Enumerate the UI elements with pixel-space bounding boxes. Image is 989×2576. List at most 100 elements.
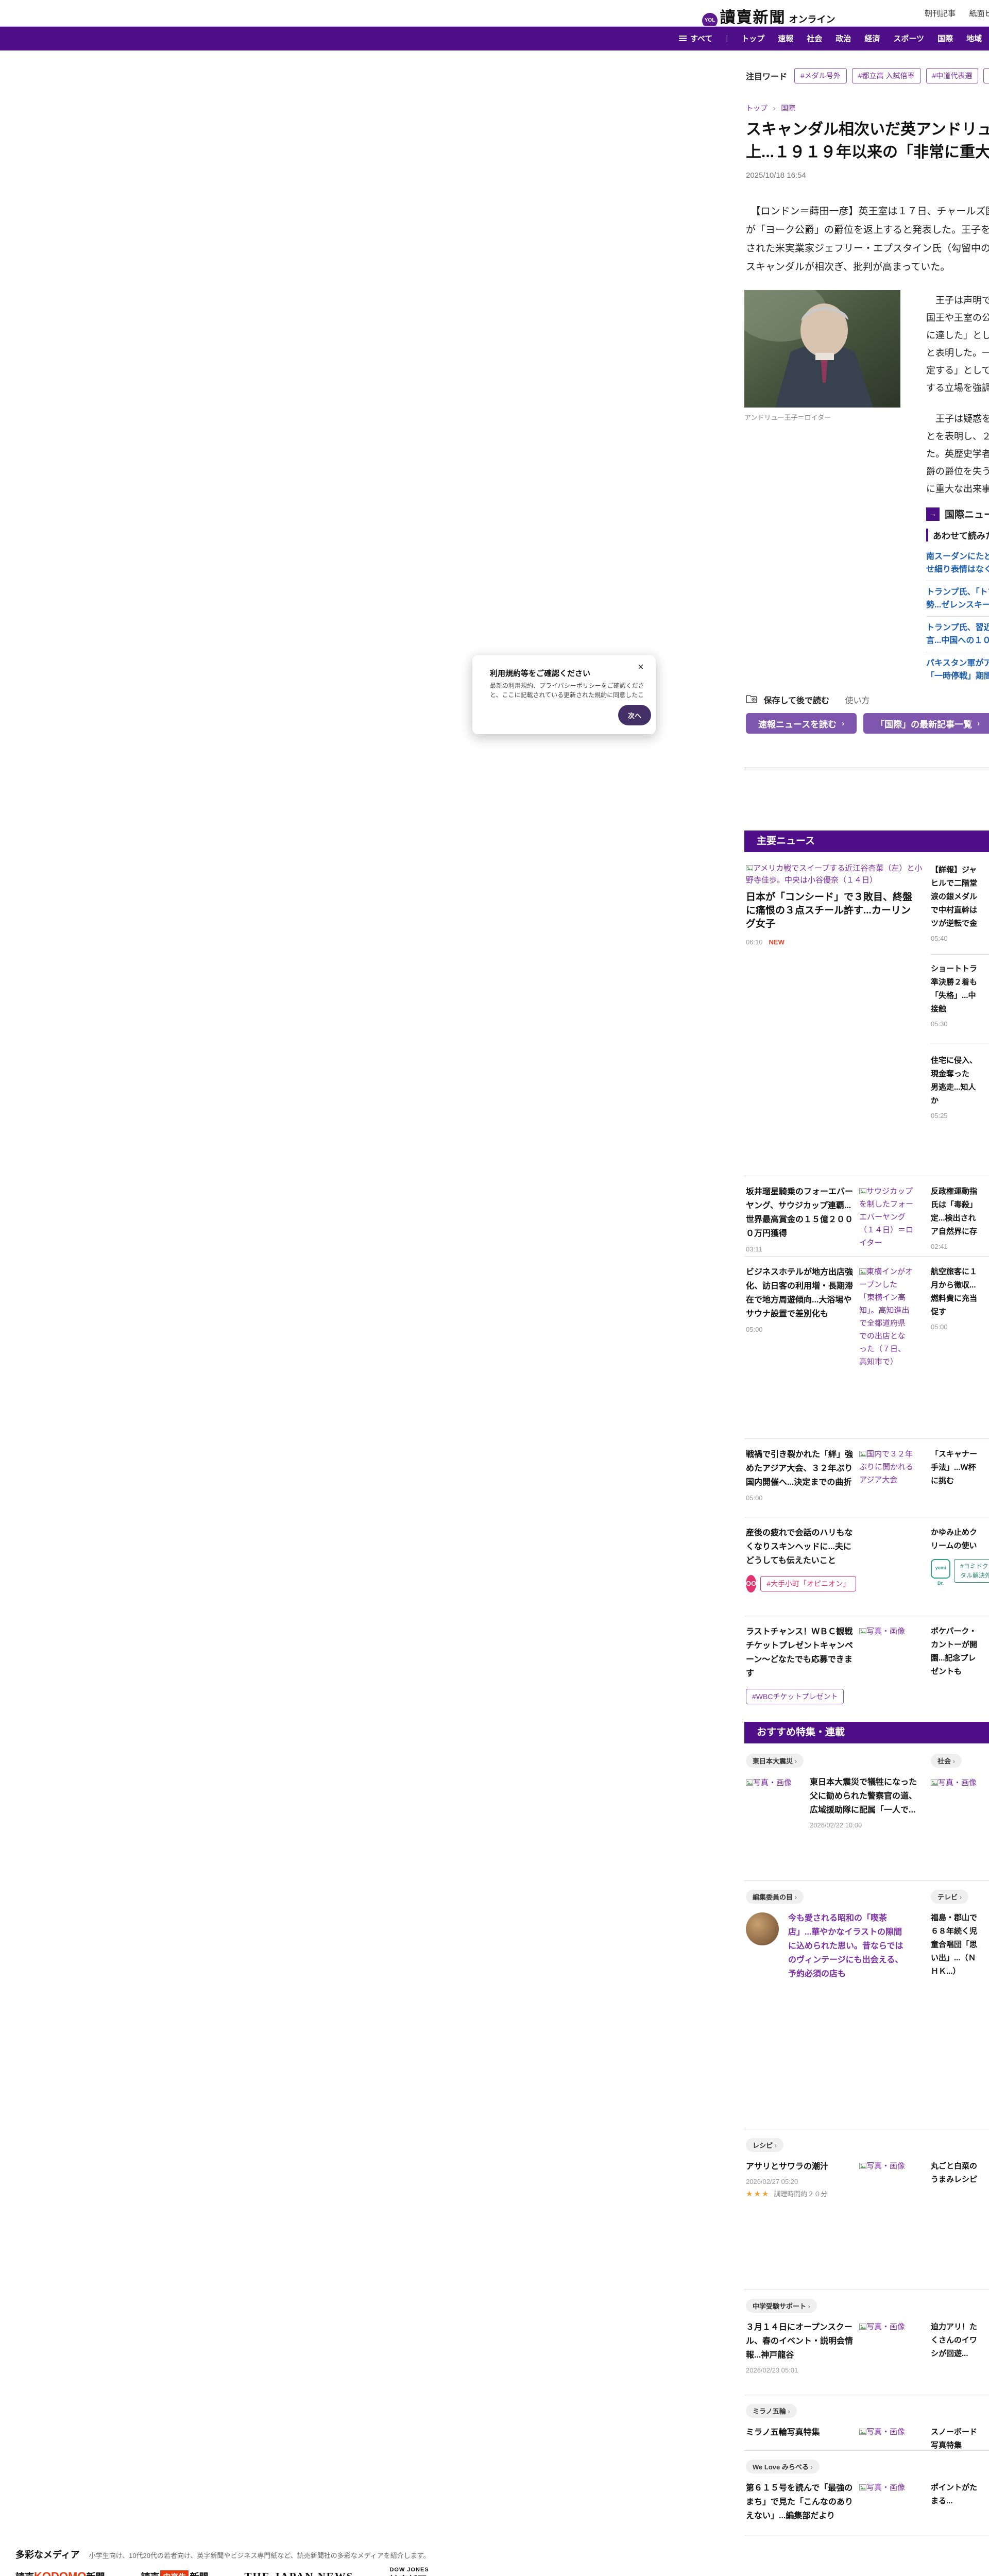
related-link[interactable]: パキスタン軍がアフ 「一時停戦」期間が bbox=[926, 652, 989, 687]
topic-tag[interactable]: #中道代表選 bbox=[926, 68, 979, 83]
feature-cat-pill[interactable]: ミラノ五輪 › bbox=[746, 2404, 797, 2418]
nav-item-society[interactable]: 社会 bbox=[807, 34, 823, 43]
media-kodomo[interactable]: 読売KODOMO新聞 読売KODOMO新聞 bbox=[15, 2566, 105, 2576]
popup-next-button[interactable]: 次へ bbox=[618, 705, 651, 725]
related-link[interactable]: トランプ氏、習近平 言...中国への１００ bbox=[926, 617, 989, 652]
feature-image-alt[interactable]: 写真・画像 bbox=[859, 2320, 905, 2333]
nav-item-politics[interactable]: 政治 bbox=[835, 34, 851, 43]
save-later-button[interactable]: 保存して後で読む bbox=[763, 697, 829, 705]
topic-tag[interactable]: #都立高 入試倍率 bbox=[851, 68, 921, 83]
feature-item[interactable]: 東日本大震災で犠牲になった父に勧められた警察官の道、広域援助隊に配属「一人で..… bbox=[810, 1775, 919, 1829]
side-line: た。英歴史学者に bbox=[926, 449, 989, 459]
save-folder-icon[interactable] bbox=[746, 695, 759, 705]
feature-item[interactable]: アサリとサワラの潮汁 2026/02/27 05:20 ★★★ 調理時間約２０分 bbox=[746, 2160, 855, 2199]
feature-image-alt[interactable]: 写真・画像 bbox=[859, 2426, 905, 2438]
feature-headline: 第６１５号を読んで「最強のまち」で見た「こんなのありえない」...編集部だより bbox=[746, 2484, 854, 2520]
article-photo[interactable] bbox=[744, 290, 900, 410]
nav-item-region[interactable]: 地域 bbox=[966, 34, 982, 43]
right-news-item[interactable]: 反政権運動指 氏は「毒殺」 定...検出され ア自然界に存 02:41 bbox=[931, 1185, 977, 1250]
feature-cat-pill[interactable]: We Love みらべる › bbox=[746, 2460, 820, 2473]
right-news-item[interactable]: 福島・郡山で ６８年続く児 童合唱団「思 い出」...（Ｎ ＨＫ...） bbox=[931, 1911, 977, 1978]
new-badge: NEW bbox=[769, 938, 785, 946]
otekomachi-tag[interactable]: #大手小町「オピニオン」 bbox=[760, 1576, 857, 1591]
feature-cat-pill[interactable]: テレビ › bbox=[931, 1890, 968, 1904]
right-news-item[interactable]: スノーボード 写真特集 bbox=[931, 2426, 977, 2452]
news-list-item[interactable]: ビジネスホテルが地方出店強化、訪日客の利用増・長期滞在で地方周遊傾向...大浴場… bbox=[746, 1265, 855, 1333]
nav-item-world[interactable]: 国際 bbox=[937, 34, 953, 43]
breadcrumb-current[interactable]: 国際 bbox=[781, 104, 796, 112]
news-list-item[interactable]: 坂井瑠星騎乗のフォーエバーヤング、サウジカップ連覇...世界最高賞金の１５億２０… bbox=[746, 1185, 855, 1253]
morning-edition-link[interactable]: 朝刊記事 bbox=[925, 9, 956, 18]
news-list-item[interactable]: ラストチャンス！ＷＢＣ観戦チケットプレゼントキャンペーン～どなたでも応募できます… bbox=[746, 1625, 855, 1704]
feature-item[interactable]: ミラノ五輪写真特集 bbox=[746, 2426, 855, 2439]
feature-cat-pill[interactable]: 東日本大震災 › bbox=[746, 1754, 804, 1768]
wbc-tag[interactable]: #WBCチケットプレゼント bbox=[746, 1689, 844, 1704]
paper-viewer-link[interactable]: 紙面ビューアー bbox=[969, 9, 989, 18]
feature-cat-pill[interactable]: 中学受験サポート › bbox=[746, 2299, 817, 2313]
latest-world-button[interactable]: 「国際」の最新記事一覧 › bbox=[863, 713, 989, 734]
right-news-item[interactable]: 【詳報】ジャ ヒルで二階堂 涙の銀メダル で中村直幹は ツが逆転で金 05:40 bbox=[931, 863, 977, 942]
nav-all-menu[interactable]: すべて bbox=[679, 33, 712, 44]
feature-image-alt[interactable]: 写真・画像 bbox=[859, 2160, 905, 2173]
right-item-line: 現金奪った bbox=[931, 1070, 970, 1078]
right-news-item[interactable]: 丸ごと白菜の うまみレシピ bbox=[931, 2160, 977, 2187]
right-item-time: 05:40 bbox=[931, 935, 948, 942]
nav-item-economy[interactable]: 経済 bbox=[864, 34, 880, 43]
breadcrumb-home[interactable]: トップ bbox=[746, 104, 768, 112]
related-link[interactable]: 南スーダンにたどり せ細り表情はなく... bbox=[926, 546, 989, 581]
news-image-alt[interactable]: 写真・画像 bbox=[859, 1625, 905, 1638]
nav-item-flash[interactable]: 速報 bbox=[778, 34, 794, 43]
right-news-item[interactable]: ショートトラ 準決勝２着も 「失格」...中 接触 05:30 bbox=[931, 962, 977, 1028]
media-japannews[interactable]: THE JAPAN NEWS The Japan News bbox=[244, 2566, 353, 2576]
right-news-item[interactable]: 住宅に侵入、 現金奪った 男逃走...知人か 05:25 bbox=[931, 1054, 977, 1120]
yomidr-tag[interactable]: #ヨミドクターのメンタル解決外来 bbox=[954, 1559, 989, 1583]
feature-item[interactable]: 第６１５号を読んで「最強のまち」で見た「こんなのありえない」...編集部だより bbox=[746, 2481, 855, 2523]
right-item-time: 02:41 bbox=[931, 1243, 948, 1250]
save-row: 保存して後で読む 使い方 bbox=[746, 693, 869, 706]
howto-link[interactable]: 使い方 bbox=[845, 697, 870, 705]
popup-close-icon[interactable]: × bbox=[638, 662, 644, 673]
intl-news-link[interactable]: → 国際ニュースを読む bbox=[926, 507, 989, 521]
news-time: 05:00 bbox=[746, 1494, 763, 1502]
feature-item[interactable]: ３月１４日にオープンスクール、春のイベント・説明会情報...神戸龍谷 2026/… bbox=[746, 2320, 855, 2374]
right-item-line: 手法」...Ｗ杯 bbox=[931, 1463, 976, 1472]
news-image-alt[interactable]: 国内で３２年ぶりに開かれるアジア大会 bbox=[859, 1450, 914, 1484]
feature-cat-pill[interactable]: 社会 › bbox=[931, 1754, 962, 1768]
topic-tag[interactable]: #メダル号外 bbox=[794, 68, 847, 83]
right-news-item[interactable]: 航空旅客に１ 月から徴収... 燃料費に充当 促す 05:00 bbox=[931, 1265, 977, 1331]
right-item-line: に挑む bbox=[931, 1477, 954, 1485]
feature-image-alt[interactable]: 写真・画像 bbox=[746, 1776, 792, 1789]
site-logo[interactable]: YOL 讀賣新聞 オンライン bbox=[702, 5, 835, 28]
media-teen[interactable]: 読売中高生新聞 読売中高生新聞 bbox=[141, 2566, 208, 2576]
feature-cat-pill[interactable]: レシピ › bbox=[746, 2138, 783, 2152]
right-news-item[interactable]: ポイントがた まる... bbox=[931, 2481, 977, 2508]
side-line: する立場を強調し bbox=[926, 383, 989, 393]
editor-avatar[interactable] bbox=[746, 1912, 779, 1945]
lead-news-item[interactable]: アメリカ戦でスイープする近江谷杏菜（左）と小野寺佳歩。中央は小谷優奈（１４日） … bbox=[746, 862, 924, 947]
topic-tag[interactable]: #衆院解散 bbox=[983, 68, 989, 83]
right-item-line: い出」...（Ｎ bbox=[931, 1954, 976, 1962]
right-news-item[interactable]: 迫力アリ！た くさんのイワ シが回遊... bbox=[931, 2320, 977, 2361]
media-dowjones[interactable]: DOW JONES読売新聞Pro DOW JONES 読売新聞 Pro bbox=[389, 2567, 442, 2576]
news-list-item[interactable]: 戦禍で引き裂かれた「絆」強めたアジア大会、３２年ぶり国内開催へ...決定までの曲… bbox=[746, 1448, 855, 1502]
broken-image-icon bbox=[859, 1628, 866, 1634]
media-title: 多彩なメディア bbox=[15, 2550, 80, 2560]
right-news-item[interactable]: ポケパーク・ カントーが開 園...記念プレ ゼントも bbox=[931, 1625, 977, 1679]
feature-image-alt[interactable]: 写真・画像 bbox=[859, 2481, 905, 2494]
right-news-item[interactable]: 「スキャナー 手法」...Ｗ杯 に挑む bbox=[931, 1448, 977, 1488]
news-image-alt[interactable]: サウジカップを制したフォーエバーヤング（１４日）＝ロイター bbox=[859, 1187, 914, 1247]
feature-cat-pill[interactable]: 編集委員の目 › bbox=[746, 1890, 804, 1904]
news-image-alt[interactable]: 東横インがオープンした「東横イン高知」。高知進出で全都道府県での出店となった（７… bbox=[859, 1267, 913, 1366]
nav-item-sports[interactable]: スポーツ bbox=[893, 34, 925, 43]
flash-news-button[interactable]: 速報ニュースを読む › bbox=[746, 713, 857, 734]
right-item-line: シが回遊... bbox=[931, 2349, 968, 2358]
news-list-item[interactable]: 産後の疲れで会話のハリもなくなりスキンヘッドに...夫にどうしても伝えたいこと … bbox=[746, 1526, 857, 1592]
feature-item[interactable]: 今も愛される昭和の「喫茶店」...華やかなイラストの隙間に込められた思い。昔なら… bbox=[788, 1911, 907, 1981]
related-link[interactable]: トランプ氏、「トマホ 勢...ゼレンスキー氏 bbox=[926, 581, 989, 617]
nav-item-top[interactable]: トップ bbox=[741, 34, 765, 43]
lead-headline-line: 日本が「コンシード」で３敗目、終盤 bbox=[746, 892, 913, 903]
feature-image-alt[interactable]: 写真・画像 bbox=[931, 1776, 977, 1789]
list-divider bbox=[744, 1256, 989, 1257]
right-item-line: 園...記念プレ bbox=[931, 1654, 976, 1663]
